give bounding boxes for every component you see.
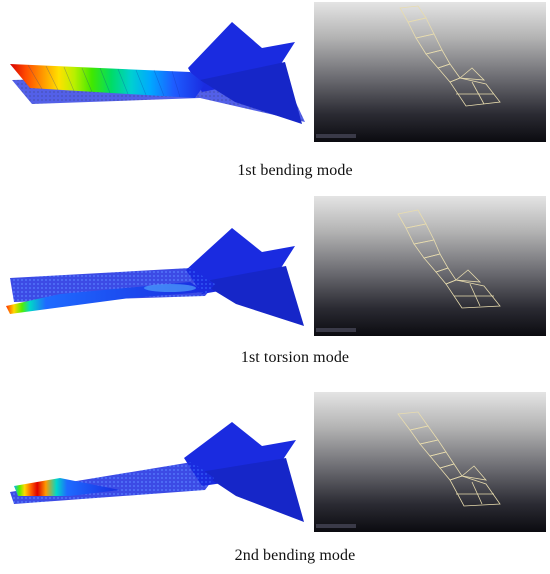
wireframe-wing	[397, 209, 501, 309]
viewport-background	[314, 2, 546, 142]
wireframe-mode-shape-1st-bending	[314, 2, 546, 142]
caption-1st-torsion: 1st torsion mode	[240, 349, 350, 366]
wing-deformed-contour	[10, 64, 205, 98]
caption-2nd-bending: 2nd bending mode	[234, 547, 356, 564]
wireframe-wing	[397, 411, 501, 507]
tail-fin-lower	[200, 458, 304, 522]
fe-contour-plot-2nd-bending	[10, 422, 304, 522]
caption-1st-bending: 1st bending mode	[237, 162, 353, 179]
wireframe-mode-shape-2nd-bending	[314, 392, 546, 532]
wireframe-mode-shape-1st-torsion	[314, 196, 546, 336]
tail-fin-lower	[200, 62, 302, 124]
fe-contour-plot-1st-torsion	[6, 228, 304, 326]
viewport-background	[314, 392, 546, 532]
viewport-background	[314, 196, 546, 336]
wing-deformed-contour	[14, 478, 120, 496]
wireframe-wing	[399, 5, 501, 107]
fe-contour-plot-1st-bending	[10, 22, 305, 124]
tail-fin-lower	[200, 266, 304, 326]
